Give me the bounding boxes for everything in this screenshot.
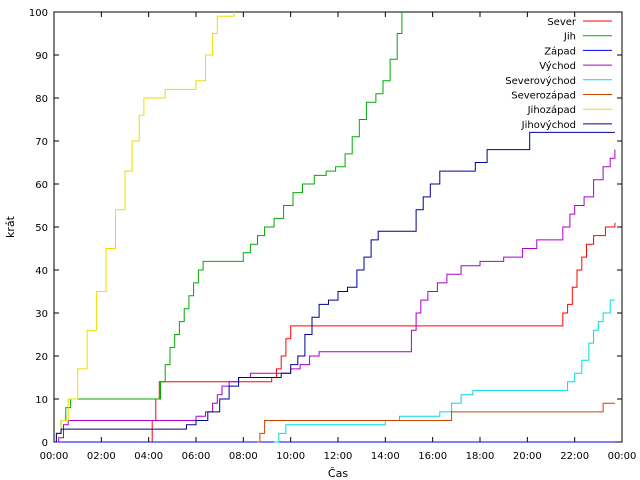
x-tick-label: 10:00 [276,451,305,462]
y-tick-label: 50 [35,223,48,234]
series-line-7 [54,131,615,443]
y-tick-label: 0 [42,438,48,449]
x-tick-label: 06:00 [182,451,211,462]
legend-entry-label: Sever [547,17,577,28]
x-tick-label: 22:00 [560,451,589,462]
x-tick-label: 02:00 [87,451,116,462]
legend: Sever Jih Západ Východ Severovýchod Severozáp… [505,17,612,131]
y-tick-label: 20 [35,352,48,363]
x-tick-label: 00:00 [608,451,637,462]
legend-entry-label: Jihovýchod [521,119,576,131]
y-tick-label: 90 [35,51,48,62]
legend-entry-label: Severozápad [511,90,576,102]
y-axis-label: krát [4,215,17,238]
legend-entry-label: Severovýchod [505,75,576,87]
y-tick-label: 40 [35,266,48,277]
y-tick-label: 60 [35,180,48,191]
series-line-6 [54,12,235,443]
legend-entry-label: Jihozápad [527,104,576,116]
x-tick-label: 08:00 [229,451,258,462]
y-tick-label: 30 [35,309,48,320]
series-line-5 [257,402,615,443]
x-axis-label: Čas [328,467,348,480]
x-tick-label: 18:00 [466,451,495,462]
legend-entry-label: Východ [539,60,576,72]
legend-entry-label: Jih [563,32,576,43]
series-line-4 [274,299,615,443]
series-lines [54,12,616,443]
y-tick-label: 10 [35,395,48,406]
y-tick-label: 100 [29,8,48,19]
y-tick-label: 70 [35,137,48,148]
x-tick-label: 12:00 [324,451,353,462]
x-tick-label: 04:00 [134,451,163,462]
x-tick-label: 16:00 [418,451,447,462]
series-line-0 [54,222,616,443]
y-tick-label: 80 [35,94,48,105]
x-tick-label: 14:00 [371,451,400,462]
x-tick-label: 00:00 [40,451,69,462]
series-line-3 [54,149,616,443]
x-tick-label: 20:00 [513,451,542,462]
legend-entry-label: Západ [544,45,576,57]
series-line-1 [54,12,403,443]
axis-ticks: 0 10 20 30 40 50 60 70 80 90 100 00:00 02:00 04:00 06:… [29,8,637,462]
